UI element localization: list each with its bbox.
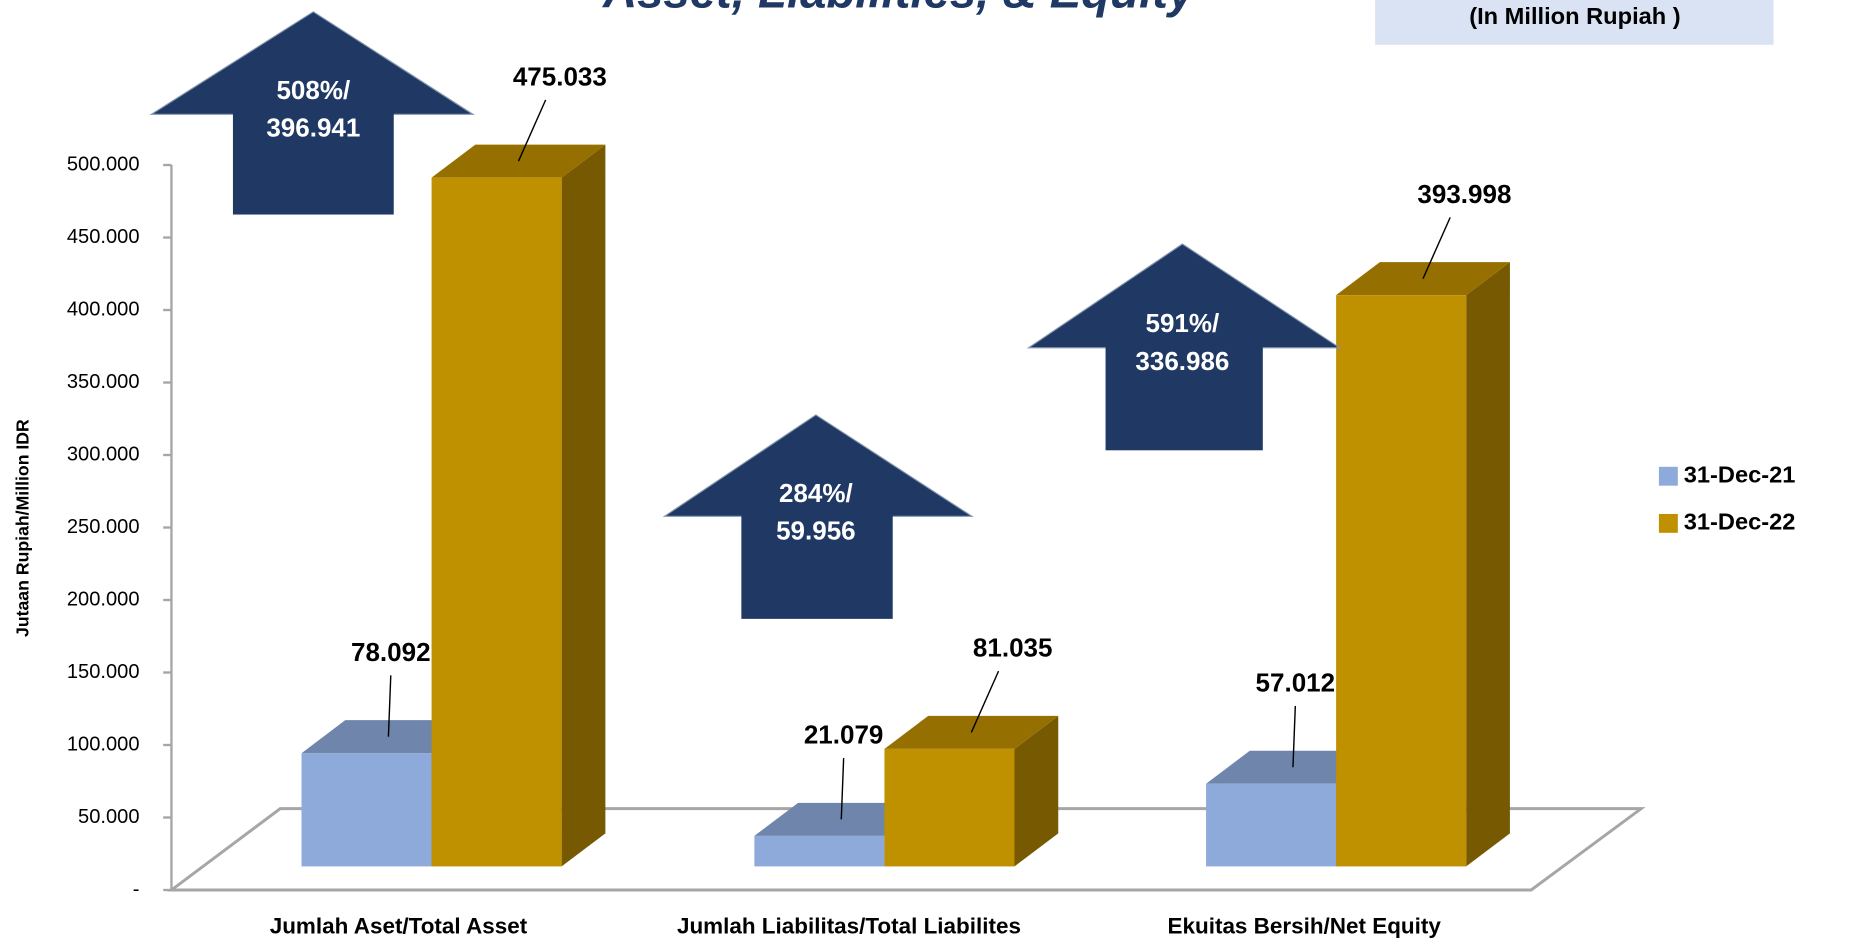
bar-side xyxy=(1466,262,1510,867)
arrow-body xyxy=(1105,346,1263,451)
bar-side xyxy=(1014,715,1059,867)
floor xyxy=(167,807,1646,892)
bar-front xyxy=(1206,783,1337,867)
bar xyxy=(431,144,606,867)
subtitle-box xyxy=(1375,0,1774,45)
y-tick-label: 450.000 xyxy=(67,226,140,248)
legend-label: 31-Dec-22 xyxy=(1684,510,1796,536)
annotation: 396.941 xyxy=(266,113,360,143)
data-label: 21.079 xyxy=(804,720,884,750)
y-axis-label: Jutaan Rupiah/Million IDR xyxy=(12,419,32,637)
annotation: 284%/ xyxy=(779,478,853,508)
annotation: 336.986 xyxy=(1135,346,1229,376)
data-label: 57.012 xyxy=(1256,668,1336,698)
annotation: 591%/ xyxy=(1146,308,1220,338)
y-tick-label: 150.000 xyxy=(67,661,140,683)
bar-front xyxy=(431,177,562,867)
y-tick-label: 100.000 xyxy=(67,733,140,755)
bar xyxy=(884,715,1059,867)
y-tick-label: 50.000 xyxy=(78,806,139,828)
leader-line xyxy=(840,758,845,820)
bar-front xyxy=(1336,295,1467,867)
x-tick-label: Jumlah Aset/Total Asset xyxy=(270,914,528,939)
legend-swatch xyxy=(1658,466,1678,486)
chart-title: Asset, Liabilities, & Equity xyxy=(602,0,1197,19)
leader-line xyxy=(387,675,392,737)
bar-front xyxy=(754,835,885,867)
leader-line xyxy=(970,670,1000,733)
bar-side xyxy=(561,144,606,867)
arrow-body xyxy=(741,515,893,619)
x-tick-label: Jumlah Liabilitas/Total Liabilites xyxy=(677,914,1021,939)
y-tick-label: 400.000 xyxy=(67,298,140,320)
y-tick-label: 200.000 xyxy=(67,588,140,610)
chart-body: Asset, Liabilities, & Equity (In Million… xyxy=(12,0,1795,939)
leader-line xyxy=(1292,705,1297,768)
leader-line xyxy=(517,99,547,162)
data-label: 475.033 xyxy=(513,62,607,92)
y-tick-label: 250.000 xyxy=(67,516,140,538)
legend-swatch xyxy=(1658,513,1678,533)
bar-front xyxy=(884,748,1015,867)
y-tick-label: 350.000 xyxy=(67,371,140,393)
annotation: 59.956 xyxy=(776,516,856,546)
bar-front xyxy=(301,753,432,867)
y-tick-label: 300.000 xyxy=(67,443,140,465)
data-label: 78.092 xyxy=(351,637,431,667)
x-tick-label: Ekuitas Bersih/Net Equity xyxy=(1168,914,1442,939)
data-label: 393.998 xyxy=(1417,179,1511,209)
bar-top xyxy=(1336,262,1510,296)
annotation: 508%/ xyxy=(276,75,350,105)
y-tick-label: 500.000 xyxy=(67,153,140,175)
data-label: 81.035 xyxy=(973,633,1053,663)
legend-label: 31-Dec-21 xyxy=(1684,462,1796,488)
arrow-body xyxy=(232,113,394,215)
bar xyxy=(1336,262,1510,867)
subtitle: (In Million Rupiah ) xyxy=(1469,4,1680,30)
y-tick-label: - xyxy=(133,878,140,900)
leader-line xyxy=(1422,217,1451,279)
